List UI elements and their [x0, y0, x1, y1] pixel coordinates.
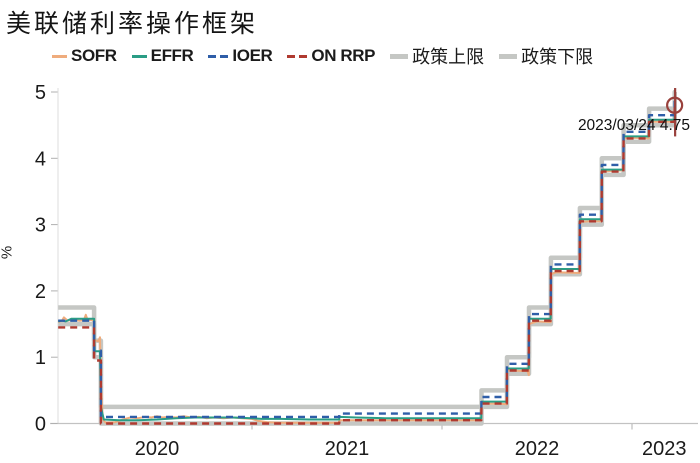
- legend-swatch-on-rrp-icon: [287, 54, 308, 58]
- series-policy-lower: [58, 106, 677, 426]
- legend-item-on-rrp: ON RRP: [287, 46, 376, 66]
- legend-label-effr: EFFR: [150, 46, 194, 65]
- y-tick-label: 2: [35, 281, 46, 303]
- series-on-rrp: [58, 104, 676, 425]
- series-effr: [58, 102, 676, 422]
- y-tick-label: 1: [35, 347, 46, 369]
- legend-label-ioer: IOER: [232, 46, 273, 65]
- last-value-annotation: 2023/03/24 4.75: [577, 117, 690, 134]
- legend-swatch-policy-upper-icon: [390, 53, 409, 59]
- y-tick-label: 3: [35, 215, 46, 237]
- series-ioer: [58, 97, 676, 419]
- line-segment-icon: [131, 54, 147, 58]
- x-tick-label-2022: 2022: [515, 438, 560, 460]
- dash-segment-icon: [299, 54, 308, 58]
- x-tick-label-2020: 2020: [135, 438, 180, 460]
- legend-swatch-ioer-icon: [208, 54, 229, 58]
- line-segment-icon: [390, 53, 409, 59]
- legend-label-on-rrp: ON RRP: [311, 46, 376, 65]
- series-sofr: [57, 103, 677, 424]
- x-tick-label-2023: 2023: [642, 438, 687, 460]
- y-tick-label: 4: [35, 148, 46, 170]
- y-axis-title: %: [0, 245, 16, 260]
- legend-item-effr: EFFR: [131, 46, 194, 66]
- legend-label-sofr: SOFR: [71, 46, 117, 65]
- dash-segment-icon: [287, 54, 296, 58]
- y-tick-label: 0: [35, 414, 46, 436]
- legend-item-sofr: SOFR: [52, 46, 117, 66]
- line-segment-icon: [52, 54, 67, 58]
- line-segment-icon: [499, 53, 518, 59]
- dash-segment-icon: [220, 54, 229, 58]
- chart-legend: SOFR EFFR IOER ON RRP 政策上限 政策下限: [52, 42, 593, 70]
- legend-item-policy-upper: 政策上限: [390, 43, 484, 69]
- chart-title: 美联储利率操作框架: [6, 11, 259, 38]
- legend-item-ioer: IOER: [208, 46, 273, 66]
- end-marker-circle-icon: [666, 96, 684, 114]
- legend-item-policy-lower: 政策下限: [499, 43, 593, 69]
- legend-label-policy-upper: 政策上限: [412, 47, 485, 67]
- legend-swatch-effr-icon: [131, 54, 147, 58]
- y-tick-label: 5: [35, 82, 46, 104]
- legend-label-policy-lower: 政策下限: [521, 47, 594, 67]
- x-tick-label-2021: 2021: [325, 438, 370, 460]
- legend-swatch-policy-lower-icon: [499, 53, 518, 59]
- dash-segment-icon: [208, 54, 217, 58]
- legend-swatch-sofr-icon: [52, 54, 67, 58]
- series-policy-upper: [58, 89, 677, 410]
